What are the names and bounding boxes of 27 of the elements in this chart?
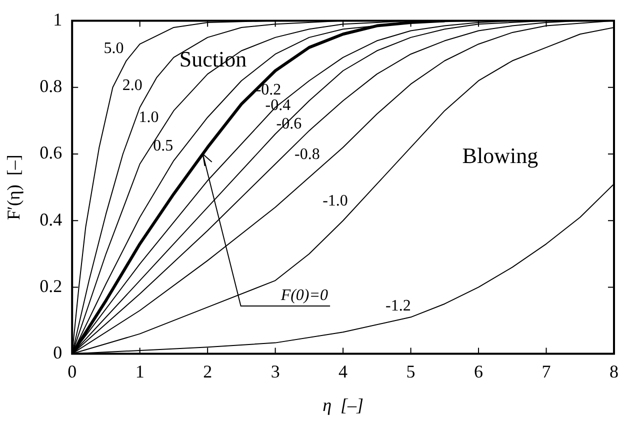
y-tick-label: 0.8 bbox=[40, 76, 62, 96]
y-axis-title: F′(η) [–] bbox=[4, 154, 24, 220]
x-tick-label: 1 bbox=[135, 361, 144, 382]
y-tick-label: 0 bbox=[53, 342, 62, 363]
x-tick-label: 2 bbox=[203, 361, 212, 382]
series-label: 2.0 bbox=[122, 76, 142, 94]
x-tick-label: 5 bbox=[406, 361, 416, 382]
x-tick-label: 6 bbox=[474, 361, 484, 382]
series-label: 0.5 bbox=[153, 137, 174, 154]
y-tick-label: 0.4 bbox=[40, 209, 62, 230]
x-tick-label: 7 bbox=[542, 361, 551, 382]
series-label: -1.0 bbox=[322, 192, 348, 210]
y-tick-label: 0.6 bbox=[40, 142, 62, 163]
annotation: F(0)=0 bbox=[280, 287, 328, 304]
x-tick-label: 3 bbox=[270, 361, 280, 382]
y-tick-label: 0.2 bbox=[40, 276, 62, 296]
series-label: 1.0 bbox=[138, 109, 159, 126]
x-tick-label: 4 bbox=[338, 361, 348, 382]
series-label: 5.0 bbox=[104, 40, 124, 58]
series-label: -0.2 bbox=[256, 81, 282, 98]
annotation: Blowing bbox=[462, 143, 538, 168]
series-label: -1.2 bbox=[386, 298, 411, 315]
x-axis-title: η [–] bbox=[322, 394, 364, 415]
x-tick-label: 8 bbox=[610, 361, 618, 382]
y-tick-label: 1 bbox=[53, 10, 62, 30]
series-label: -0.8 bbox=[294, 146, 320, 163]
x-tick-label: 0 bbox=[68, 361, 77, 382]
